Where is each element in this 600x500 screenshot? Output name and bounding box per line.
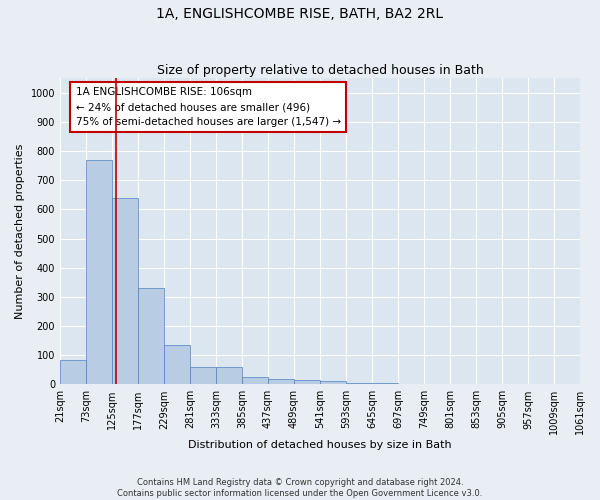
Bar [112, 198, 138, 384]
Text: 1A, ENGLISHCOMBE RISE, BATH, BA2 2RL: 1A, ENGLISHCOMBE RISE, BATH, BA2 2RL [157, 8, 443, 22]
Bar [86, 160, 112, 384]
X-axis label: Distribution of detached houses by size in Bath: Distribution of detached houses by size … [188, 440, 452, 450]
Bar [216, 367, 242, 384]
Bar [164, 345, 190, 385]
Bar [346, 383, 372, 384]
Bar [268, 378, 294, 384]
Bar [372, 383, 398, 384]
Y-axis label: Number of detached properties: Number of detached properties [15, 144, 25, 319]
Bar [190, 367, 216, 384]
Bar [242, 377, 268, 384]
Text: 1A ENGLISHCOMBE RISE: 106sqm
← 24% of detached houses are smaller (496)
75% of s: 1A ENGLISHCOMBE RISE: 106sqm ← 24% of de… [76, 88, 341, 127]
Text: Contains HM Land Registry data © Crown copyright and database right 2024.
Contai: Contains HM Land Registry data © Crown c… [118, 478, 482, 498]
Bar [320, 382, 346, 384]
Bar [294, 380, 320, 384]
Bar [60, 360, 86, 384]
Bar [138, 288, 164, 384]
Title: Size of property relative to detached houses in Bath: Size of property relative to detached ho… [157, 64, 484, 77]
